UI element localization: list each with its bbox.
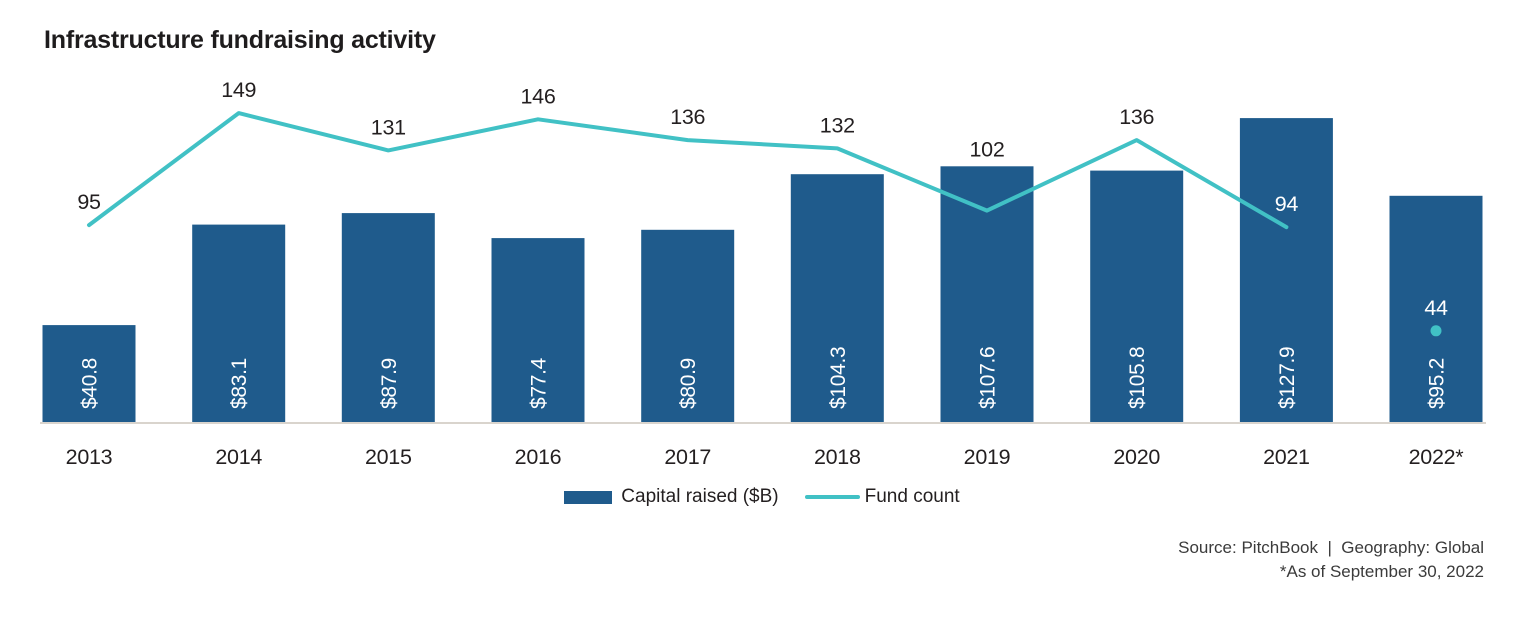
bar-value-label-2017: $80.9 (677, 358, 700, 409)
fund-count-label-2016: 146 (521, 84, 556, 108)
bar-value-label-2018: $104.3 (827, 347, 850, 409)
x-axis-label-2022*: 2022* (1409, 445, 1465, 469)
fund-count-label-2014: 149 (221, 78, 256, 102)
fund-count-label-2019: 102 (970, 137, 1005, 161)
fund-count-label-2020: 136 (1119, 105, 1154, 129)
bar-value-label-2013: $40.8 (79, 358, 102, 409)
bar-value-label-2019: $107.6 (977, 347, 1000, 409)
bar-value-label-2015: $87.9 (378, 358, 401, 409)
bar-2021 (1239, 118, 1333, 422)
fund-count-label-2015: 131 (371, 115, 406, 139)
x-axis-label-2020: 2020 (1113, 445, 1160, 469)
bar-value-label-2014: $83.1 (228, 358, 251, 409)
x-axis-label-2013: 2013 (66, 445, 113, 469)
legend-fund-count-label: Fund count (864, 486, 960, 507)
fund-count-label-2021: 94 (1275, 192, 1299, 216)
legend-item-capital-raised: Capital raised ($B) (564, 486, 779, 508)
source-note: Source: PitchBook | Geography: Global *A… (1178, 536, 1484, 584)
bar-2013 (42, 325, 136, 422)
x-axis-label-2019: 2019 (964, 445, 1011, 469)
x-axis-label-2015: 2015 (365, 445, 412, 469)
x-axis-label-2021: 2021 (1263, 445, 1310, 469)
bar-value-label-2022*: $95.2 (1426, 358, 1449, 409)
chart-title: Infrastructure fundraising activity (44, 26, 436, 54)
bar-value-label-2020: $105.8 (1126, 347, 1149, 409)
legend: Capital raised ($B) Fund count (0, 486, 1524, 508)
fund-count-label-2013: 95 (77, 190, 101, 214)
fund-count-label-2018: 132 (820, 113, 855, 137)
legend-capital-raised-label: Capital raised ($B) (621, 486, 779, 507)
bar-swatch-icon (564, 490, 613, 504)
line-swatch-icon (804, 495, 860, 499)
bar-2016 (491, 238, 585, 422)
bar-value-label-2016: $77.4 (528, 357, 551, 409)
bar-2020 (1090, 170, 1184, 422)
fund-count-label-2017: 136 (670, 105, 705, 129)
legend-item-fund-count: Fund count (804, 486, 960, 508)
bar-2018 (790, 174, 884, 422)
bar-2014 (192, 224, 286, 422)
as-of-line: *As of September 30, 2022 (1279, 562, 1484, 581)
fund-count-label-2022*: 44 (1424, 296, 1448, 320)
bar-2022* (1389, 195, 1483, 422)
x-axis-label-2016: 2016 (515, 445, 562, 469)
x-axis-label-2018: 2018 (814, 445, 861, 469)
x-axis-label-2014: 2014 (215, 445, 262, 469)
bar-2017 (641, 229, 735, 422)
bar-value-label-2021: $127.9 (1276, 347, 1299, 409)
fund-count-dot-2022* (1430, 325, 1442, 337)
bar-2015 (341, 213, 435, 422)
x-axis-label-2017: 2017 (664, 445, 711, 469)
source-line: Source: PitchBook | Geography: Global (1178, 538, 1484, 557)
fund-count-line (87, 111, 1289, 230)
